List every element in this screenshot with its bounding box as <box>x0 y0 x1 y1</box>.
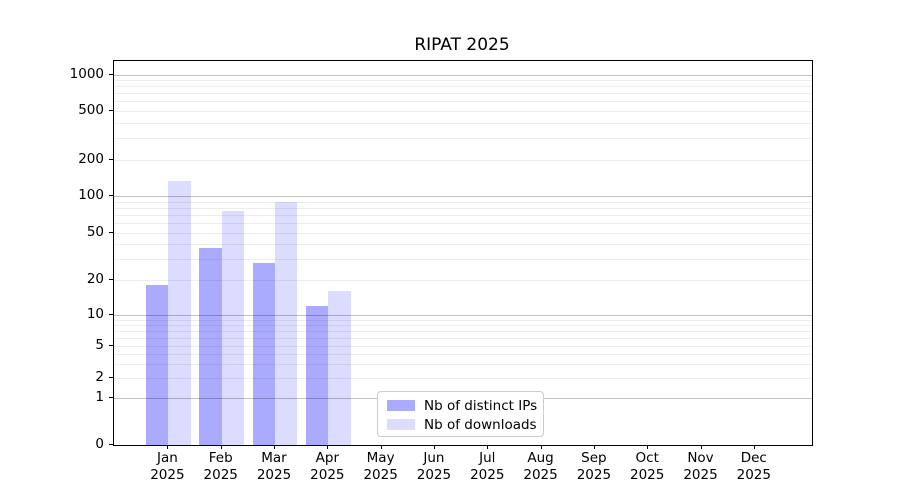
x-tick-mark <box>167 445 169 449</box>
gridline-9 <box>114 319 812 321</box>
gridline-300 <box>114 138 812 140</box>
plot-area <box>113 60 813 446</box>
y-tick-mark <box>109 314 113 315</box>
x-tick-mark <box>220 445 222 449</box>
bar-apr-series1 <box>328 291 351 445</box>
x-tick-mark <box>433 445 435 449</box>
x-tick-mark <box>647 445 649 449</box>
chart-title: RIPAT 2025 <box>414 35 510 55</box>
gridline-800 <box>114 86 812 88</box>
gridline-500 <box>114 111 812 112</box>
legend-swatch-icon <box>387 400 415 411</box>
y-tick-label: 1 <box>95 389 104 405</box>
bar-mar-series0 <box>252 262 276 445</box>
gridline-1000 <box>114 74 812 76</box>
bar-jan-series0 <box>146 285 169 445</box>
gridline-700 <box>114 93 812 95</box>
x-tick-label-dec: Dec 2025 <box>736 450 771 483</box>
y-tick-label: 500 <box>78 102 104 118</box>
x-tick-label-sep: Sep 2025 <box>576 450 612 483</box>
gridline-80 <box>114 207 812 209</box>
y-tick-label: 20 <box>86 271 104 287</box>
legend-label: Nb of downloads <box>424 416 537 433</box>
legend-item-1: Nb of downloads <box>387 415 543 434</box>
gridline-70 <box>114 215 812 217</box>
y-tick-label: 200 <box>78 151 104 167</box>
gridline-900 <box>114 80 812 82</box>
y-tick-mark <box>109 444 113 445</box>
x-tick-label-apr: Apr 2025 <box>310 450 345 483</box>
bar-feb-series0 <box>199 248 222 445</box>
y-tick-label: 10 <box>86 306 104 322</box>
y-tick-label: 0 <box>95 436 104 452</box>
bar-feb-series1 <box>221 211 244 445</box>
gridline-400 <box>114 122 812 124</box>
gridline-8 <box>114 324 812 326</box>
y-tick-mark <box>109 397 113 398</box>
gridline-5 <box>114 346 812 347</box>
y-tick-label: 5 <box>95 337 104 353</box>
gridline-7 <box>114 330 812 332</box>
gridline-100 <box>114 196 812 197</box>
bar-mar-series1 <box>275 201 298 445</box>
gridline-10 <box>114 315 812 316</box>
y-tick-mark <box>109 195 113 196</box>
gridline-30 <box>114 259 812 261</box>
bar-jan-series1 <box>168 181 191 445</box>
gridline-60 <box>114 223 812 225</box>
y-tick-mark <box>109 232 113 233</box>
x-tick-mark <box>327 445 329 449</box>
y-tick-label: 50 <box>86 224 104 240</box>
x-tick-mark <box>380 445 382 449</box>
x-tick-mark <box>700 445 702 449</box>
gridline-600 <box>114 101 812 103</box>
gridline-6 <box>114 337 812 339</box>
y-tick-mark <box>109 345 113 346</box>
x-tick-label-nov: Nov 2025 <box>683 450 718 483</box>
gridline-50 <box>114 233 812 234</box>
y-tick-mark <box>109 73 113 75</box>
gridline-2 <box>114 378 812 379</box>
legend: Nb of distinct IPs Nb of downloads <box>377 391 544 437</box>
x-tick-label-may: May 2025 <box>363 450 398 483</box>
x-tick-mark <box>753 445 755 449</box>
y-tick-mark <box>109 279 113 280</box>
gridline-90 <box>114 201 812 203</box>
x-tick-label-feb: Feb 2025 <box>203 450 238 483</box>
legend-label: Nb of distinct IPs <box>424 397 538 414</box>
y-tick-label: 2 <box>95 369 104 385</box>
x-tick-label-oct: Oct 2025 <box>630 450 665 483</box>
x-tick-label-jul: Jul 2025 <box>470 450 505 483</box>
y-tick-label: 100 <box>78 187 104 203</box>
gridline-40 <box>114 244 812 246</box>
x-tick-mark <box>274 445 276 449</box>
x-tick-label-aug: Aug 2025 <box>523 450 558 483</box>
bar-apr-series0 <box>306 305 329 445</box>
y-tick-mark <box>109 110 113 111</box>
gridline-20 <box>114 280 812 281</box>
x-tick-mark <box>487 445 489 449</box>
gridline-4 <box>114 353 812 355</box>
y-tick-mark <box>109 377 113 378</box>
legend-item-0: Nb of distinct IPs <box>387 396 543 415</box>
legend-swatch-icon <box>387 419 415 430</box>
y-tick-label: 1000 <box>69 65 104 82</box>
gridline-3 <box>114 363 812 365</box>
x-tick-mark <box>593 445 595 449</box>
y-tick-mark <box>109 159 113 160</box>
x-tick-label-mar: Mar 2025 <box>256 450 292 483</box>
gridline-200 <box>114 160 812 161</box>
x-tick-label-jan: Jan 2025 <box>150 450 185 483</box>
x-tick-label-jun: Jun 2025 <box>416 450 452 483</box>
x-tick-mark <box>540 445 542 449</box>
